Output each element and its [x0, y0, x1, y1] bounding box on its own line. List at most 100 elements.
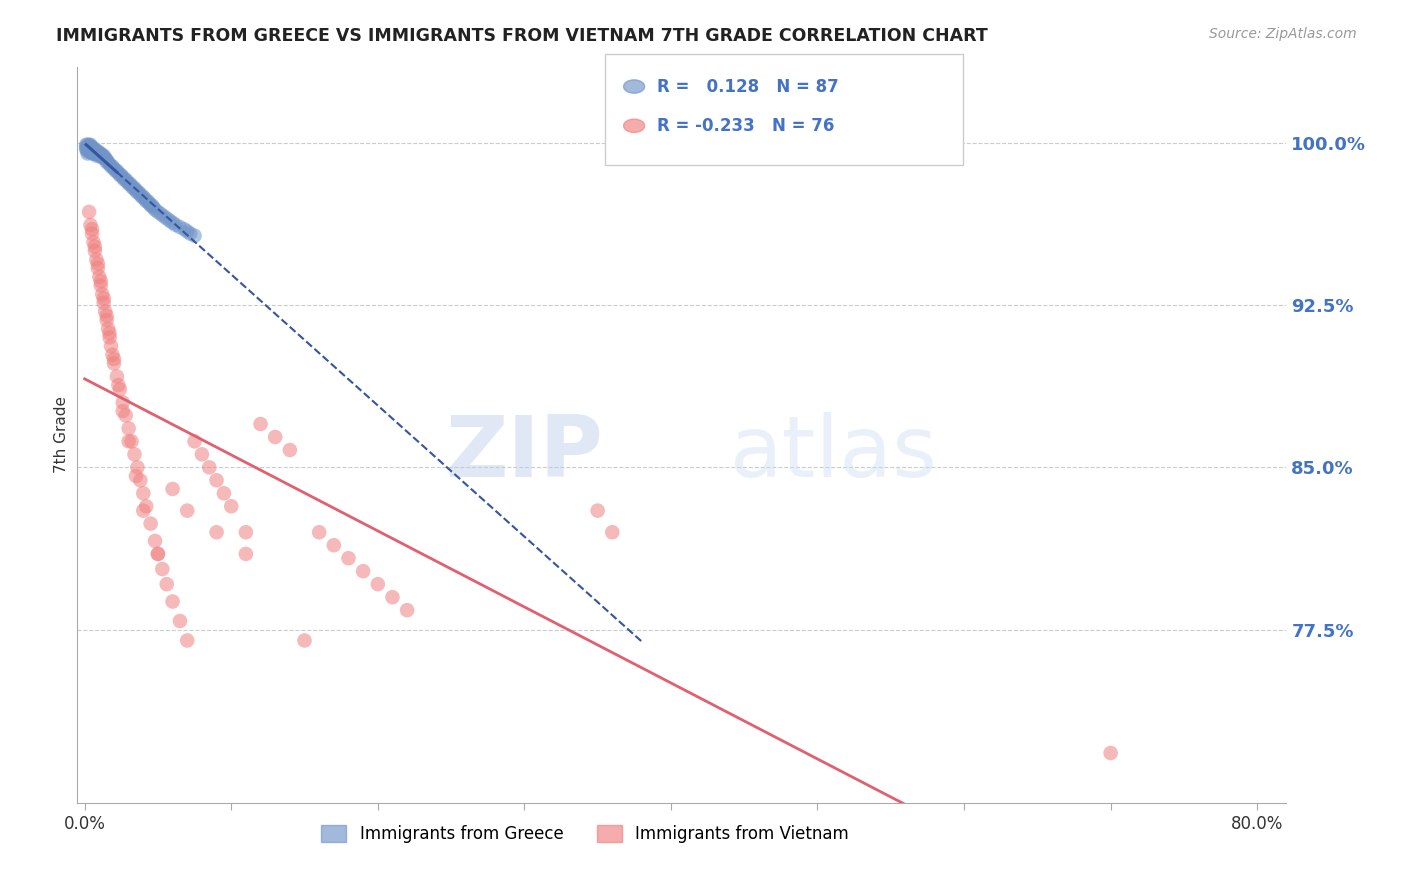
Point — [162, 216, 184, 230]
Point — [156, 577, 179, 591]
Point — [77, 142, 100, 156]
Point — [96, 309, 118, 323]
Point — [77, 137, 100, 152]
Point — [600, 525, 623, 540]
Point — [103, 161, 125, 176]
Text: atlas: atlas — [730, 412, 938, 495]
Point — [76, 137, 98, 152]
Point — [98, 330, 121, 344]
Point — [90, 146, 112, 161]
Point — [94, 151, 117, 165]
Point — [75, 140, 97, 154]
Point — [79, 218, 101, 232]
Point — [93, 148, 115, 162]
Point — [90, 278, 112, 293]
Point — [153, 209, 176, 223]
Text: Source: ZipAtlas.com: Source: ZipAtlas.com — [1209, 27, 1357, 41]
Point — [98, 157, 121, 171]
Point — [84, 244, 107, 258]
Point — [82, 145, 104, 159]
Point — [77, 205, 100, 219]
Point — [98, 326, 121, 340]
Point — [294, 633, 316, 648]
Point — [162, 482, 184, 496]
Point — [132, 503, 155, 517]
Point — [79, 145, 101, 159]
Point — [115, 175, 138, 189]
Point — [114, 172, 136, 186]
Point — [264, 430, 287, 444]
Point — [129, 187, 152, 202]
Point — [79, 140, 101, 154]
Point — [97, 322, 120, 336]
Point — [90, 274, 112, 288]
Point — [89, 148, 111, 162]
Point — [93, 295, 115, 310]
Point — [162, 594, 184, 608]
Point — [108, 383, 131, 397]
Point — [120, 177, 142, 191]
Point — [96, 155, 118, 169]
Point — [75, 137, 97, 152]
Point — [132, 190, 155, 204]
Point — [322, 538, 344, 552]
Point — [80, 142, 103, 156]
Point — [110, 168, 132, 182]
Point — [103, 356, 125, 370]
Point — [86, 146, 108, 161]
Point — [84, 145, 107, 159]
Point — [135, 194, 157, 208]
Point — [198, 460, 221, 475]
Point — [125, 469, 148, 483]
Point — [97, 155, 120, 169]
Point — [96, 313, 118, 327]
Point — [235, 525, 257, 540]
Point — [278, 442, 301, 457]
Point — [173, 222, 195, 236]
Point — [352, 564, 374, 578]
Text: R = -0.233   N = 76: R = -0.233 N = 76 — [657, 117, 834, 135]
Point — [87, 261, 110, 276]
Text: R =   0.128   N = 87: R = 0.128 N = 87 — [657, 78, 838, 95]
Point — [1099, 746, 1122, 760]
Point — [139, 516, 162, 531]
Point — [235, 547, 257, 561]
Point — [87, 257, 110, 271]
Text: IMMIGRANTS FROM GREECE VS IMMIGRANTS FROM VIETNAM 7TH GRADE CORRELATION CHART: IMMIGRANTS FROM GREECE VS IMMIGRANTS FRO… — [56, 27, 988, 45]
Point — [134, 192, 156, 206]
Point — [89, 146, 111, 161]
Point — [86, 145, 108, 159]
Point — [86, 148, 108, 162]
Text: ZIP: ZIP — [446, 412, 603, 495]
Point — [117, 421, 139, 435]
Point — [84, 146, 107, 161]
Point — [139, 198, 162, 212]
Point — [76, 140, 98, 154]
Point — [105, 163, 128, 178]
Point — [103, 352, 125, 367]
Point — [124, 447, 146, 461]
Point — [84, 142, 107, 156]
Point — [111, 395, 134, 409]
Point — [90, 148, 112, 162]
Point — [82, 142, 104, 156]
Point — [367, 577, 389, 591]
Point — [396, 603, 419, 617]
Point — [176, 633, 198, 648]
Point — [111, 404, 134, 418]
Point — [337, 551, 360, 566]
Point — [94, 304, 117, 318]
Point — [107, 166, 129, 180]
Point — [114, 409, 136, 423]
Point — [80, 227, 103, 241]
Point — [96, 153, 118, 167]
Point — [176, 503, 198, 517]
Point — [84, 239, 107, 253]
Point — [143, 202, 166, 217]
Point — [165, 218, 187, 232]
Point — [107, 378, 129, 392]
Point — [179, 227, 201, 241]
Point — [86, 252, 108, 267]
Point — [146, 205, 169, 219]
Point — [122, 181, 145, 195]
